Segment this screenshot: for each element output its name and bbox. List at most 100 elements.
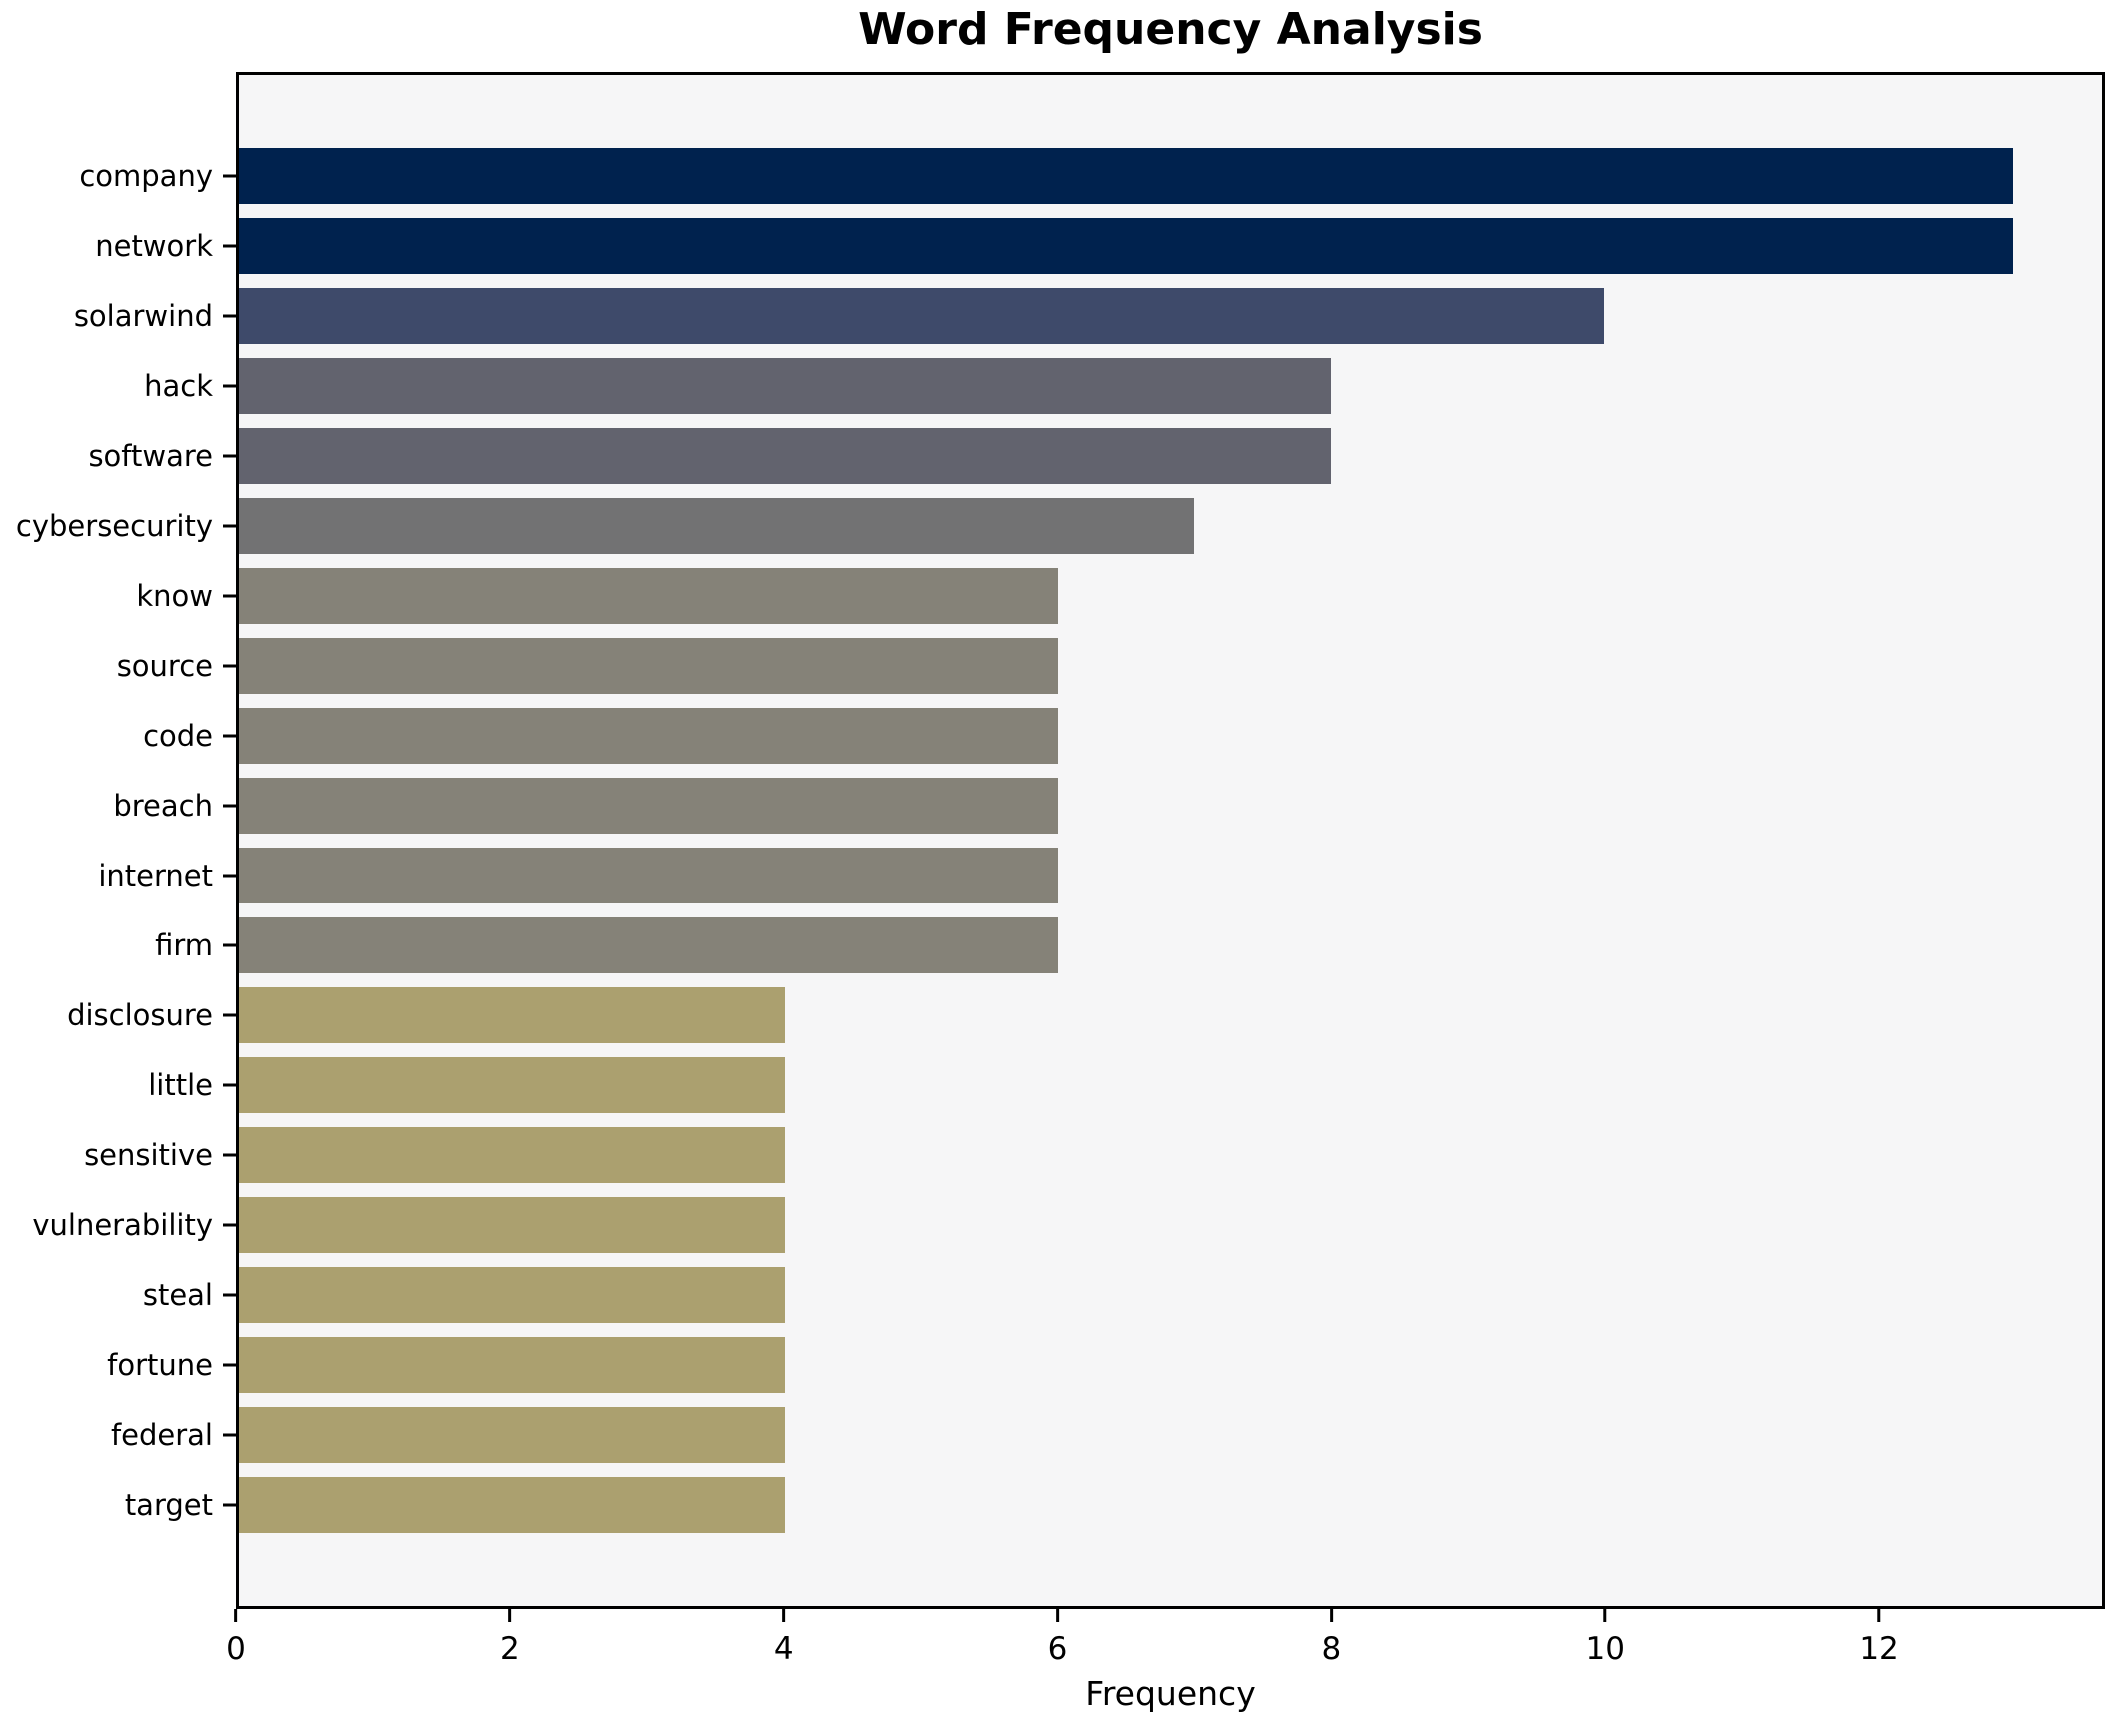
y-tick-label: source — [116, 648, 213, 683]
y-tick-label: disclosure — [67, 998, 213, 1033]
y-tick-label: hack — [144, 368, 213, 403]
y-tick-mark — [223, 1083, 236, 1087]
y-tick-mark — [223, 804, 236, 808]
bar-firm — [239, 917, 1058, 974]
x-tick-label: 12 — [1859, 1631, 1899, 1667]
y-tick-mark — [223, 594, 236, 598]
bar-row: know — [136, 561, 2102, 631]
bar-row: cybersecurity — [16, 491, 2102, 561]
bar-row: breach — [113, 771, 2102, 841]
x-tick-label: 0 — [226, 1631, 246, 1667]
y-tick-label: code — [143, 718, 213, 753]
x-tick-mark — [234, 1609, 238, 1622]
x-tick-mark — [782, 1609, 786, 1622]
bar-row: steal — [143, 1260, 2102, 1330]
x-tick-label: 10 — [1585, 1631, 1625, 1667]
bar-row: code — [143, 701, 2102, 771]
y-tick-label: network — [95, 228, 213, 263]
y-tick-mark — [223, 1013, 236, 1017]
x-tick: 0 — [226, 1609, 246, 1667]
bar-breach — [239, 777, 1058, 834]
y-tick-mark — [223, 1153, 236, 1157]
y-tick-mark — [223, 314, 236, 318]
x-axis-label: Frequency — [1085, 1674, 1256, 1713]
bar-disclosure — [239, 987, 785, 1044]
bar-row: source — [117, 631, 2102, 701]
plot-area: company network solarwind hack software cyber… — [16, 72, 2105, 1609]
bar-row: firm — [155, 910, 2102, 980]
y-tick-label: solarwind — [73, 298, 213, 333]
bar-little — [239, 1057, 785, 1114]
x-tick-mark — [508, 1609, 512, 1622]
y-tick-label: steal — [142, 1278, 213, 1313]
bar-cybersecurity — [239, 497, 1195, 554]
x-tick: 12 — [1859, 1609, 1899, 1667]
y-tick-mark — [223, 1223, 236, 1227]
x-tick: 2 — [500, 1609, 520, 1667]
bar-row: sensitive — [84, 1120, 2102, 1190]
y-tick-label: little — [148, 1068, 213, 1103]
y-tick-label: breach — [113, 788, 213, 823]
x-tick: 6 — [1047, 1609, 1068, 1667]
bar-hack — [239, 357, 1331, 414]
bar-steal — [239, 1267, 785, 1324]
bar-row: hack — [144, 351, 2102, 421]
y-tick-label: software — [88, 438, 213, 473]
y-tick-label: fortune — [107, 1348, 213, 1383]
bar-sensitive — [239, 1127, 785, 1184]
bar-federal — [239, 1407, 785, 1464]
x-tick-label: 8 — [1321, 1631, 1342, 1667]
bars-container: company network solarwind hack software cyber… — [16, 75, 2102, 1606]
y-tick-mark — [223, 943, 236, 947]
y-tick-mark — [223, 1503, 236, 1507]
y-tick-mark — [223, 1293, 236, 1297]
bar-solarwind — [239, 287, 1604, 344]
y-tick-label: company — [79, 158, 213, 193]
y-tick-label: firm — [155, 928, 213, 963]
bar-row: network — [95, 211, 2102, 281]
x-tick: 8 — [1321, 1609, 1342, 1667]
y-tick-mark — [223, 874, 236, 877]
bar-row: target — [125, 1470, 2102, 1540]
bar-vulnerability — [239, 1197, 785, 1254]
bar-target — [239, 1477, 785, 1534]
x-tick-mark — [1056, 1609, 1060, 1622]
x-tick: 10 — [1585, 1609, 1625, 1667]
x-tick-mark — [1329, 1609, 1333, 1622]
bar-row: fortune — [107, 1330, 2102, 1400]
bar-company — [239, 148, 2014, 204]
x-tick-mark — [1877, 1609, 1881, 1622]
bar-network — [239, 217, 2014, 274]
x-tick: 4 — [774, 1609, 794, 1667]
y-tick-mark — [223, 244, 236, 248]
chart-title: Word Frequency Analysis — [858, 4, 1483, 55]
x-tick-label: 6 — [1047, 1631, 1068, 1667]
y-tick-mark — [223, 454, 236, 458]
y-tick-label: internet — [98, 858, 213, 893]
bar-code — [239, 707, 1058, 764]
y-tick-label: cybersecurity — [15, 508, 213, 543]
bar-source — [239, 637, 1058, 694]
y-tick-label: sensitive — [84, 1138, 213, 1173]
y-tick-mark — [223, 174, 236, 178]
bar-row: disclosure — [67, 980, 2102, 1050]
x-tick-mark — [1603, 1609, 1607, 1622]
y-tick-mark — [223, 524, 236, 528]
x-tick-label: 2 — [499, 1631, 520, 1667]
bar-row: solarwind — [74, 281, 2102, 351]
bar-row: internet — [98, 841, 2102, 911]
bar-row: software — [88, 421, 2102, 491]
x-tick-label: 4 — [773, 1631, 794, 1667]
y-tick-mark — [223, 1363, 236, 1367]
bar-row: little — [148, 1050, 2102, 1120]
bar-software — [239, 427, 1331, 484]
bar-fortune — [239, 1337, 785, 1394]
bar-internet — [239, 847, 1058, 904]
y-tick-label: federal — [110, 1418, 213, 1453]
y-tick-mark — [223, 734, 236, 738]
y-tick-mark — [223, 664, 236, 668]
bar-row: federal — [111, 1400, 2102, 1470]
y-tick-mark — [223, 1433, 236, 1437]
bar-row: vulnerability — [32, 1190, 2102, 1260]
